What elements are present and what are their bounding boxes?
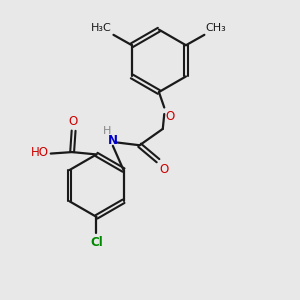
Text: O: O (165, 110, 174, 123)
Text: Cl: Cl (90, 236, 103, 249)
Text: N: N (108, 134, 118, 147)
Text: O: O (160, 163, 169, 176)
Text: H₃C: H₃C (91, 23, 112, 33)
Text: CH₃: CH₃ (206, 23, 226, 33)
Text: H: H (103, 126, 111, 136)
Text: HO: HO (31, 146, 49, 160)
Text: O: O (68, 115, 78, 128)
